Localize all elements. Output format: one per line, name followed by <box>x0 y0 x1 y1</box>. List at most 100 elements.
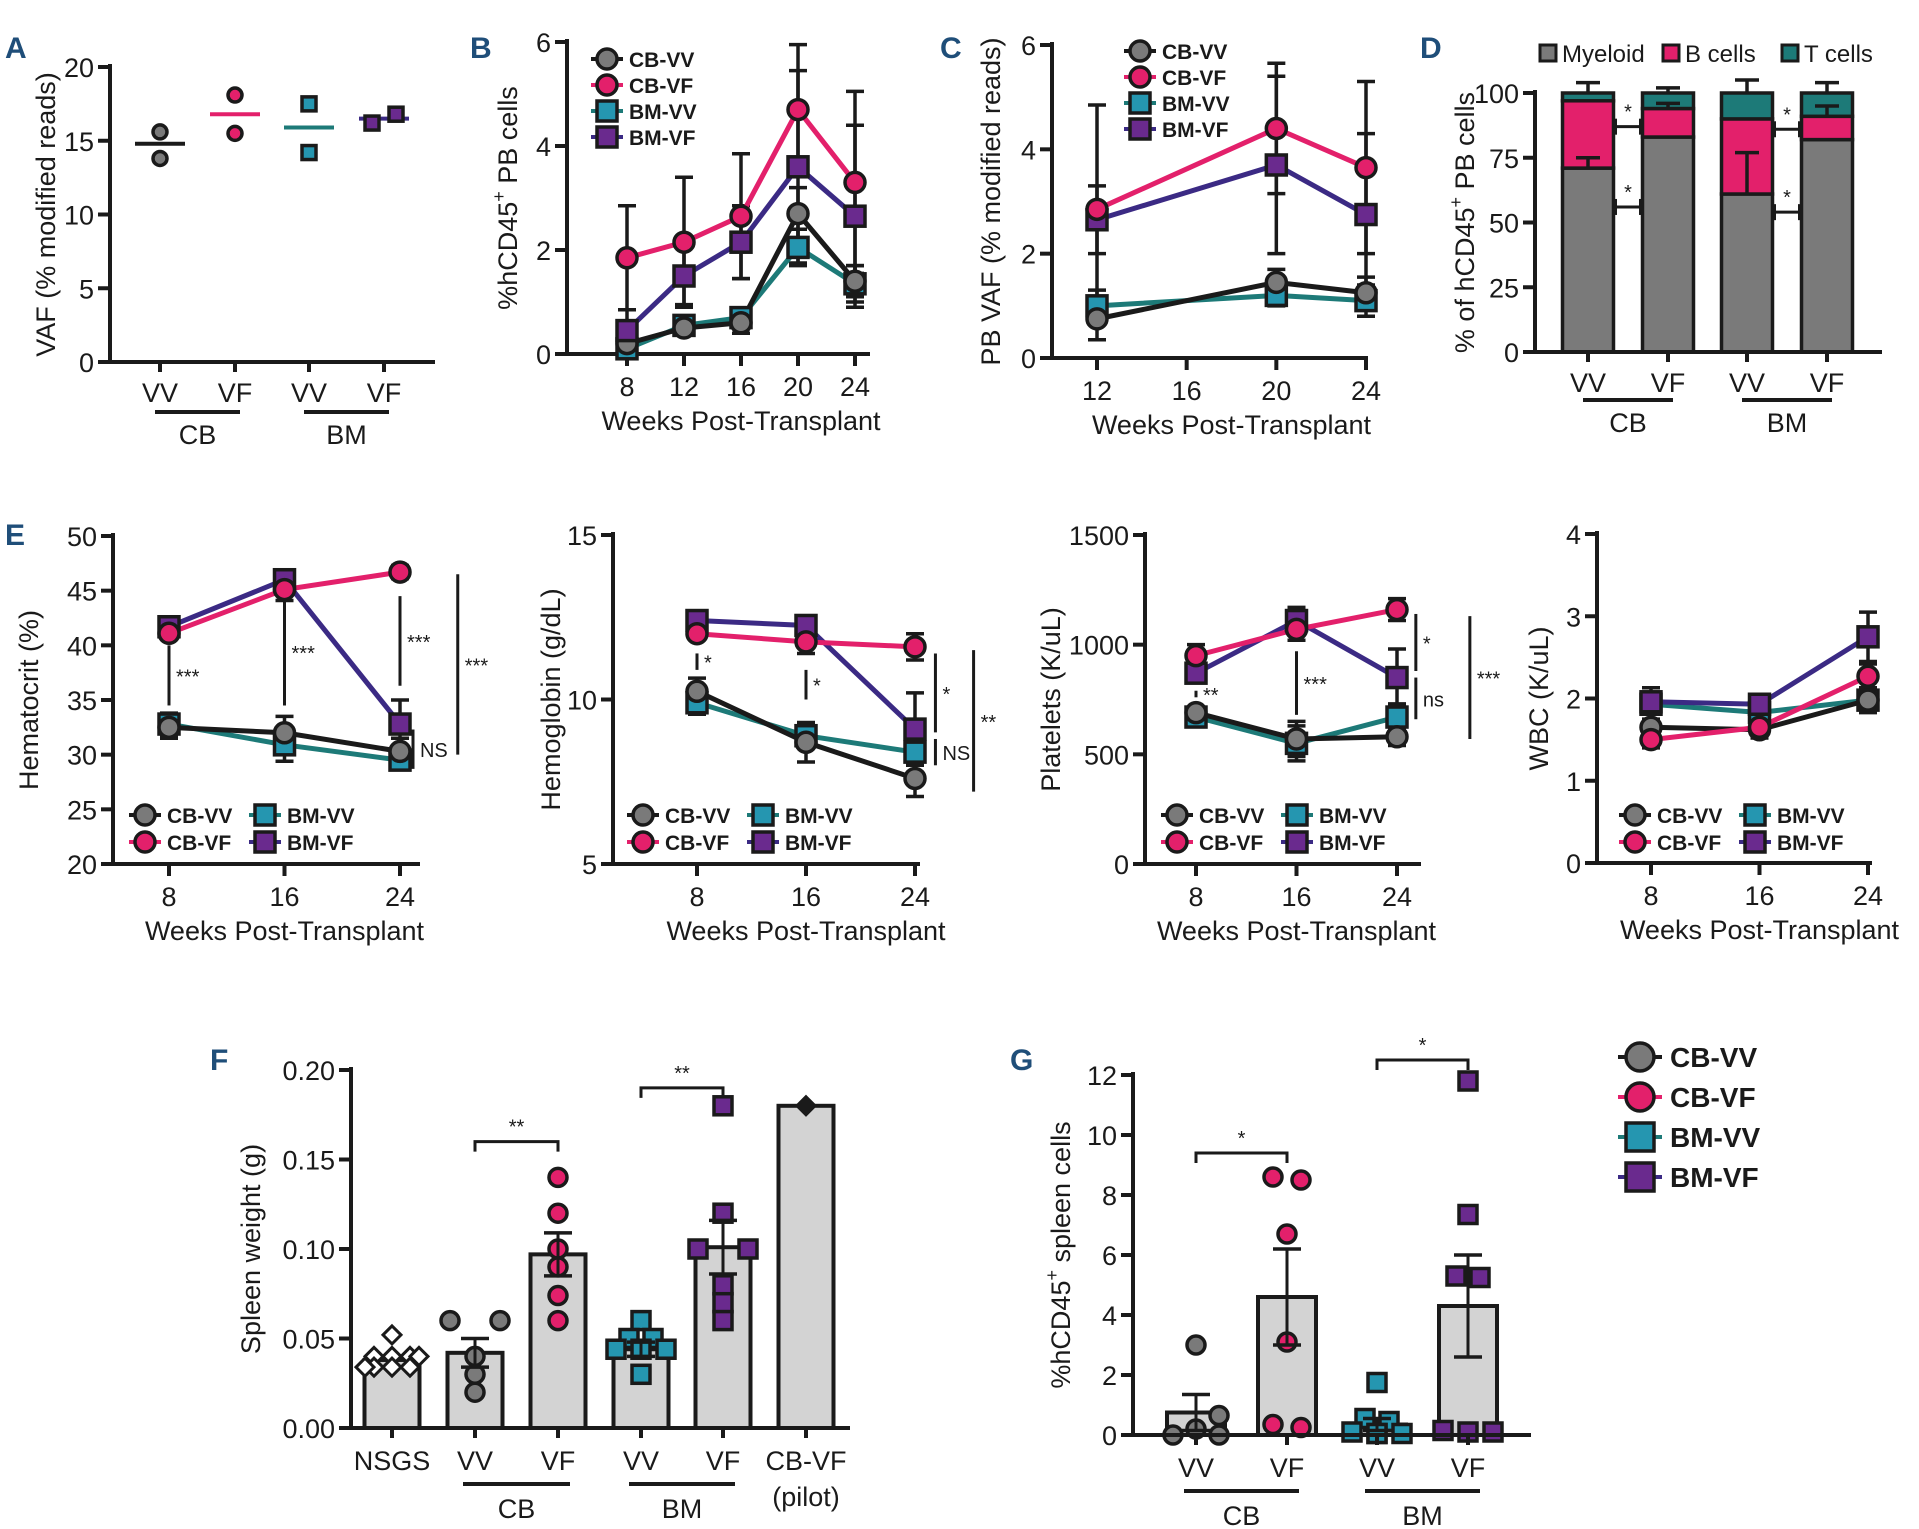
x-tick-label: 16 <box>1281 882 1311 912</box>
y-tick-label: 50 <box>67 522 97 552</box>
y-tick-label: 0.15 <box>282 1146 335 1176</box>
group-label: CB <box>1223 1501 1261 1529</box>
panel-letter: C <box>940 32 962 65</box>
y-tick-label: 0 <box>1566 849 1581 879</box>
data-point <box>1185 1334 1207 1356</box>
legend-marker-cb-vf <box>1624 1081 1656 1113</box>
y-axis-title: %hCD45+ PB cells <box>489 86 523 310</box>
legend-marker-bm-vf <box>253 830 277 854</box>
legend-label: CB-VV <box>629 49 694 72</box>
y-tick-label: 500 <box>1084 740 1129 770</box>
data-point-cb-vv <box>1354 281 1378 305</box>
x-tick-label: VV <box>457 1446 493 1476</box>
data-point-cb-vf <box>1284 617 1309 642</box>
x-tick-label: CB-VF <box>766 1446 847 1476</box>
significance-label: * <box>1238 1128 1246 1150</box>
legend-label: CB-VV <box>167 805 232 828</box>
legend-label: CB-VV <box>1657 805 1722 828</box>
significance-label: *** <box>1477 669 1501 691</box>
data-point-cb-vv <box>1264 270 1289 295</box>
data-point-bm-vf <box>615 318 639 343</box>
data-point <box>380 1323 404 1347</box>
group-label: BM <box>326 420 367 450</box>
data-point <box>1341 1421 1363 1443</box>
data-point-bm-vv <box>786 235 810 260</box>
data-point-cb-vv <box>903 766 927 791</box>
x-tick-label: VF <box>218 378 253 408</box>
data-point-cb-vf <box>672 230 696 254</box>
legend-label: BM-VV <box>629 101 697 124</box>
legend-label: BM-VF <box>1162 119 1229 142</box>
data-point <box>605 1338 627 1360</box>
legend: Myeloid B cells T cells <box>1538 41 1873 68</box>
legend-label: BM-VF <box>629 127 696 150</box>
y-axis-title: Platelets (K/uL) <box>1036 607 1066 792</box>
legend-label: CB-VF <box>629 75 693 98</box>
legend-label: BM-VV <box>1670 1122 1761 1153</box>
data-point <box>439 1309 461 1332</box>
data-point-cb-vf <box>226 86 244 104</box>
x-tick-sublabel: (pilot) <box>772 1482 840 1512</box>
data-point <box>547 1284 569 1307</box>
data-point <box>1208 1404 1230 1427</box>
legend-marker-bm-vv <box>751 803 775 827</box>
data-point-cb-vv <box>843 269 867 293</box>
x-tick-label: 16 <box>269 882 299 912</box>
significance-label: * <box>1423 633 1431 655</box>
y-axis-title: Hematocrit (%) <box>14 610 44 790</box>
significance-bracket <box>473 1140 560 1152</box>
y-tick-label: 35 <box>67 686 97 716</box>
legend-label: BM-VV <box>1777 805 1845 828</box>
x-axis-title: Weeks Post-Transplant <box>1092 410 1372 440</box>
y-tick-label: 2 <box>1102 1361 1117 1391</box>
y-tick-label: 0 <box>1102 1421 1117 1451</box>
legend-marker-bm-vv <box>1624 1121 1656 1153</box>
x-tick-label: VF <box>1651 368 1686 398</box>
y-tick-label: 15 <box>64 127 94 157</box>
data-point-cb-vf <box>1264 116 1289 141</box>
data-point-bm-vf <box>1747 692 1772 717</box>
legend-marker-bm-vf <box>1624 1161 1656 1193</box>
legend: CB-VV CB-VF BM-VV BM-VF <box>1124 39 1230 142</box>
x-tick-label: 24 <box>1351 376 1381 406</box>
y-tick-label: 1 <box>1566 767 1581 797</box>
y-tick-label: 20 <box>67 850 97 880</box>
panel-letter: A <box>5 32 27 65</box>
legend-label: BM-VF <box>287 832 354 855</box>
data-point-cb-vv <box>1085 307 1109 331</box>
data-point-bm-vf <box>363 114 381 132</box>
data-point-bm-vf <box>1639 690 1663 714</box>
y-tick-label: 0 <box>79 348 94 378</box>
x-tick-label: 24 <box>1382 882 1412 912</box>
y-axis-title: VAF (% modified reads) <box>31 72 61 357</box>
data-point <box>1366 1371 1388 1394</box>
y-tick-label: 15 <box>567 521 597 551</box>
legend: CB-VV CB-VF BM-VV BM-VF <box>627 803 853 855</box>
data-point-bm-vf <box>1385 665 1409 690</box>
legend-label: BM-VV <box>785 805 853 828</box>
x-axis-title: Weeks Post-Transplant <box>145 916 425 946</box>
significance-label: * <box>813 676 821 698</box>
x-tick-label: VF <box>1810 368 1845 398</box>
chart-E2: 5 10 15 Hemoglobin (g/dL) 8 16 24 Weeks Post-Tr… <box>536 521 996 946</box>
legend-label: CB-VV <box>665 805 730 828</box>
legend-marker-bm-vv <box>1128 91 1152 115</box>
data-point-cb-vf <box>843 170 867 195</box>
legend-label: CB-VF <box>1199 832 1263 855</box>
x-tick-label: 24 <box>1853 881 1883 911</box>
y-axis-title: %hCD45+ spleen cells <box>1042 1121 1076 1388</box>
data-point-bm-vf <box>1354 202 1378 227</box>
legend-marker-cb-vv <box>1623 803 1647 827</box>
group-label: BM <box>1402 1501 1443 1529</box>
data-point-bm-vv <box>903 740 927 764</box>
significance-label: * <box>1419 1035 1427 1057</box>
bar-segment-b-cells <box>1640 106 1696 139</box>
y-axis-title: Spleen weight (g) <box>236 1144 266 1354</box>
data-point <box>489 1309 511 1332</box>
data-point-bm-vf <box>672 264 696 288</box>
legend-label: CB-VV <box>1199 805 1264 828</box>
x-tick-label: 8 <box>689 882 704 912</box>
